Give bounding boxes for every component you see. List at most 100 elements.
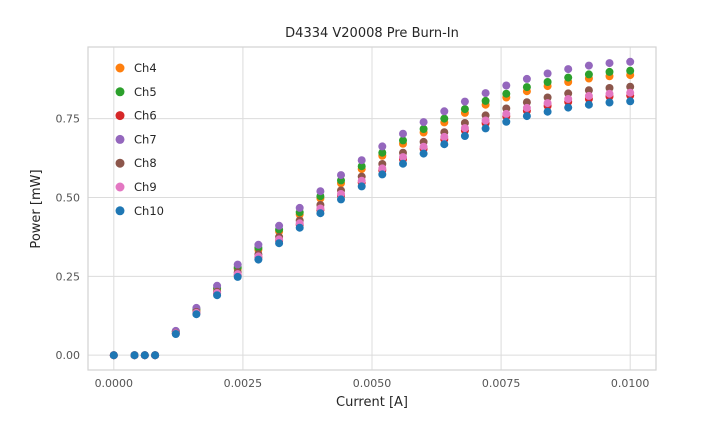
scatter-point-ch10	[295, 223, 304, 232]
scatter-point-ch10	[316, 209, 325, 218]
scatter-point-ch7	[564, 65, 573, 74]
scatter-point-ch5	[399, 136, 407, 145]
scatter-point-ch10	[233, 272, 242, 281]
scatter-point-ch10	[399, 159, 407, 168]
scatter-point-ch9	[481, 116, 490, 125]
scatter-point-ch7	[522, 74, 531, 83]
scatter-point-ch10	[502, 117, 511, 126]
legend-marker-ch10	[115, 206, 125, 216]
scatter-point-ch10	[254, 255, 263, 264]
scatter-point-ch10	[140, 351, 149, 360]
scatter-point-ch7	[316, 187, 325, 196]
legend-marker-ch7	[115, 134, 125, 144]
scatter-point-ch10	[584, 100, 593, 109]
scatter-point-ch10	[378, 170, 387, 179]
scatter-point-ch7	[378, 142, 387, 151]
scatter-point-ch9	[440, 132, 449, 141]
scatter-point-ch8	[626, 82, 635, 91]
scatter-point-ch8	[584, 86, 593, 95]
scatter-point-ch7	[295, 203, 304, 212]
x-tick-label: 0.0100	[611, 377, 650, 390]
chart-title: D4334 V20008 Pre Burn-In	[285, 26, 459, 41]
scatter-point-ch10	[192, 310, 201, 319]
scatter-point-ch10	[151, 351, 160, 360]
scatter-point-ch10	[275, 239, 284, 248]
legend-item-ch8: Ch8	[115, 156, 157, 170]
scatter-point-ch7	[543, 69, 552, 78]
scatter-point-ch5	[460, 105, 469, 114]
scatter-point-ch9	[378, 164, 387, 173]
scatter-point-ch5	[564, 73, 573, 82]
scatter-point-ch7	[357, 156, 366, 165]
scatter-point-ch9	[460, 124, 469, 133]
scatter-point-ch8	[564, 89, 573, 98]
scatter-point-ch8	[543, 93, 552, 102]
legend-marker-ch4	[115, 63, 125, 73]
scatter-point-ch10	[564, 103, 573, 112]
scatter-point-ch10	[481, 124, 490, 133]
scatter-point-ch7	[233, 260, 242, 269]
legend-item-ch9: Ch9	[115, 180, 157, 194]
scatter-point-ch5	[626, 66, 635, 75]
scatter-point-ch7	[502, 81, 511, 90]
y-tick-label: 0.50	[56, 191, 81, 204]
scatter-point-ch8	[605, 84, 614, 92]
x-tick-label: 0.0025	[224, 377, 263, 390]
scatter-point-ch7	[584, 61, 593, 70]
scatter-point-ch5	[481, 96, 490, 105]
scatter-point-ch9	[522, 103, 531, 112]
legend-label-ch4: Ch4	[134, 61, 157, 75]
scatter-point-ch7	[626, 57, 635, 66]
legend-label-ch6: Ch6	[134, 109, 157, 123]
y-tick-label: 0.00	[56, 349, 81, 362]
scatter-point-ch9	[419, 142, 428, 151]
legend-marker-ch6	[115, 111, 125, 121]
scatter-point-ch5	[584, 70, 593, 79]
legend-item-ch6: Ch6	[115, 109, 157, 123]
scatter-point-ch7	[254, 240, 263, 249]
scatter-point-ch10	[440, 140, 449, 149]
scatter-point-ch9	[584, 91, 593, 100]
scatter-point-ch9	[399, 153, 407, 162]
scatter-point-ch7	[605, 59, 614, 68]
x-tick-label: 0.0000	[95, 377, 134, 390]
scatter-point-ch5	[357, 162, 366, 171]
legend-item-ch4: Ch4	[115, 61, 157, 75]
scatter-point-ch9	[502, 109, 511, 118]
scatter-point-ch7	[419, 118, 428, 127]
scatter-point-ch5	[502, 89, 511, 98]
y-tick-label: 0.25	[56, 270, 81, 283]
scatter-point-ch8	[522, 98, 531, 107]
scatter-point-ch9	[357, 176, 366, 185]
scatter-point-ch10	[171, 330, 180, 338]
legend-marker-ch5	[115, 87, 125, 97]
scatter-point-ch7	[481, 89, 490, 98]
scatter-point-ch7	[440, 107, 449, 116]
legend-marker-ch8	[115, 158, 125, 168]
scatter-point-ch10	[337, 195, 345, 204]
scatter-point-ch10	[109, 351, 118, 360]
chart-generated: 0.0000 0.0025 0.0050 0.0075 0.0100 0.00 0.25 0.…	[56, 46, 657, 390]
scatter-point-ch7	[399, 129, 407, 138]
scatter-point-ch9	[543, 99, 552, 108]
legend-label-ch9: Ch9	[134, 180, 157, 194]
scatter-point-ch10	[419, 149, 428, 158]
legend-label-ch5: Ch5	[134, 85, 157, 99]
scatter-point-ch10	[626, 97, 635, 106]
legend-marker-ch9	[115, 182, 125, 192]
x-tick-label: 0.0075	[482, 377, 521, 390]
scatter-point-ch7	[275, 221, 284, 230]
y-tick-label: 0.75	[56, 113, 81, 126]
scatter-point-ch9	[626, 88, 635, 97]
y-axis-label: Power [mW]	[29, 169, 44, 248]
axes-border	[87, 46, 657, 371]
scatter-point-ch10	[605, 98, 614, 107]
legend-label-ch8: Ch8	[134, 156, 157, 170]
scatter-point-ch5	[605, 67, 614, 76]
legend-item-ch10: Ch10	[115, 204, 164, 218]
scatter-point-ch5	[543, 78, 552, 86]
legend-item-ch5: Ch5	[115, 85, 157, 99]
legend-item-ch7: Ch7	[115, 132, 157, 146]
